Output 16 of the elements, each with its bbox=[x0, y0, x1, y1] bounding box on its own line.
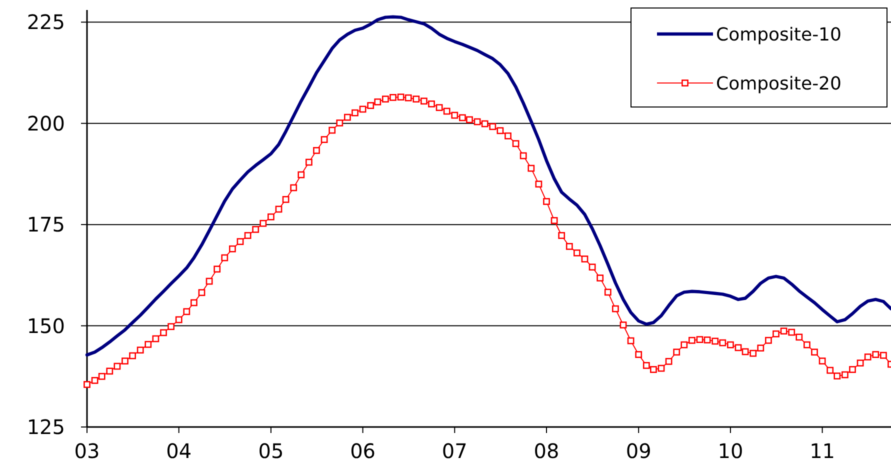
y-tick-label: 125 bbox=[26, 415, 65, 439]
x-tick-label: 08 bbox=[534, 439, 560, 463]
x-tick-label: 11 bbox=[810, 439, 836, 463]
legend-label: Composite-20 bbox=[716, 73, 842, 94]
x-tick-label: 03 bbox=[74, 439, 100, 463]
x-tick-label: 06 bbox=[350, 439, 376, 463]
x-tick-label: 05 bbox=[258, 439, 284, 463]
x-tick-label: 09 bbox=[626, 439, 652, 463]
legend-label: Composite-10 bbox=[716, 24, 842, 46]
x-tick-label: 04 bbox=[166, 439, 192, 463]
x-tick-label: 07 bbox=[442, 439, 468, 463]
x-tick-label: 10 bbox=[718, 439, 744, 463]
y-tick-label: 150 bbox=[26, 314, 65, 338]
y-tick-label: 225 bbox=[26, 10, 65, 34]
y-tick-label: 200 bbox=[26, 111, 65, 136]
y-tick-label: 175 bbox=[26, 212, 65, 237]
